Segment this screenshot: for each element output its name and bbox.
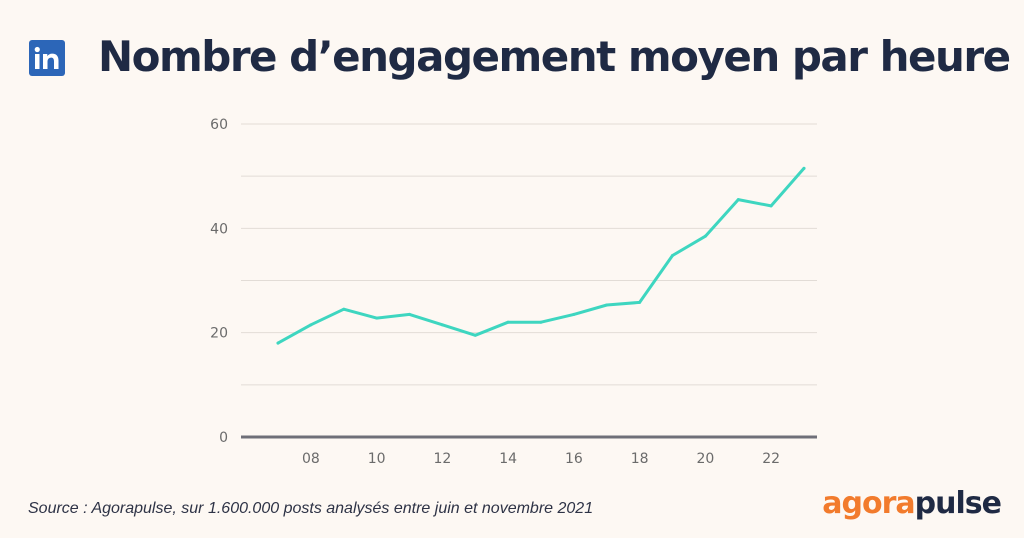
y-tick-label: 40 — [210, 221, 228, 237]
data-point — [342, 307, 346, 311]
data-point — [736, 198, 740, 202]
data-point — [769, 204, 773, 208]
data-point — [408, 312, 411, 316]
x-axis: 08 10 12 14 16 18 20 22 — [302, 451, 780, 467]
data-point — [309, 323, 313, 327]
data-point — [671, 253, 674, 257]
y-tick-label: 60 — [210, 117, 228, 133]
source-note: Source : Agorapulse, sur 1.600.000 posts… — [28, 500, 594, 517]
data-point — [572, 312, 576, 316]
data-point — [703, 234, 707, 238]
chart-series — [276, 166, 806, 345]
data-point — [802, 166, 806, 170]
x-tick-label: 10 — [368, 451, 386, 467]
brand-part-pulse: pulse — [914, 486, 1002, 521]
y-tick-label: 20 — [210, 326, 228, 342]
linkedin-icon — [29, 40, 65, 76]
data-point — [473, 333, 477, 337]
data-point — [276, 341, 280, 345]
series-line — [276, 166, 806, 345]
x-tick-label: 14 — [499, 451, 517, 467]
y-axis: 0 20 40 60 — [210, 117, 228, 446]
agorapulse-logo: agorapulse — [822, 486, 1002, 521]
data-point — [539, 320, 543, 324]
page-title: Nombre d’engagement moyen par heure — [98, 32, 1011, 81]
x-tick-label: 22 — [762, 451, 780, 467]
x-tick-label: 16 — [565, 451, 583, 467]
data-point — [605, 303, 609, 307]
y-tick-label: 0 — [219, 430, 228, 446]
x-tick-label: 20 — [696, 451, 714, 467]
data-point — [638, 300, 642, 304]
x-tick-label: 12 — [433, 451, 451, 467]
x-tick-label: 08 — [302, 451, 320, 467]
chart-grid — [241, 123, 817, 439]
data-point — [440, 323, 444, 327]
brand-part-agora: agora — [822, 486, 915, 521]
data-point — [506, 320, 510, 324]
x-tick-label: 18 — [631, 451, 649, 467]
data-point — [375, 316, 379, 320]
